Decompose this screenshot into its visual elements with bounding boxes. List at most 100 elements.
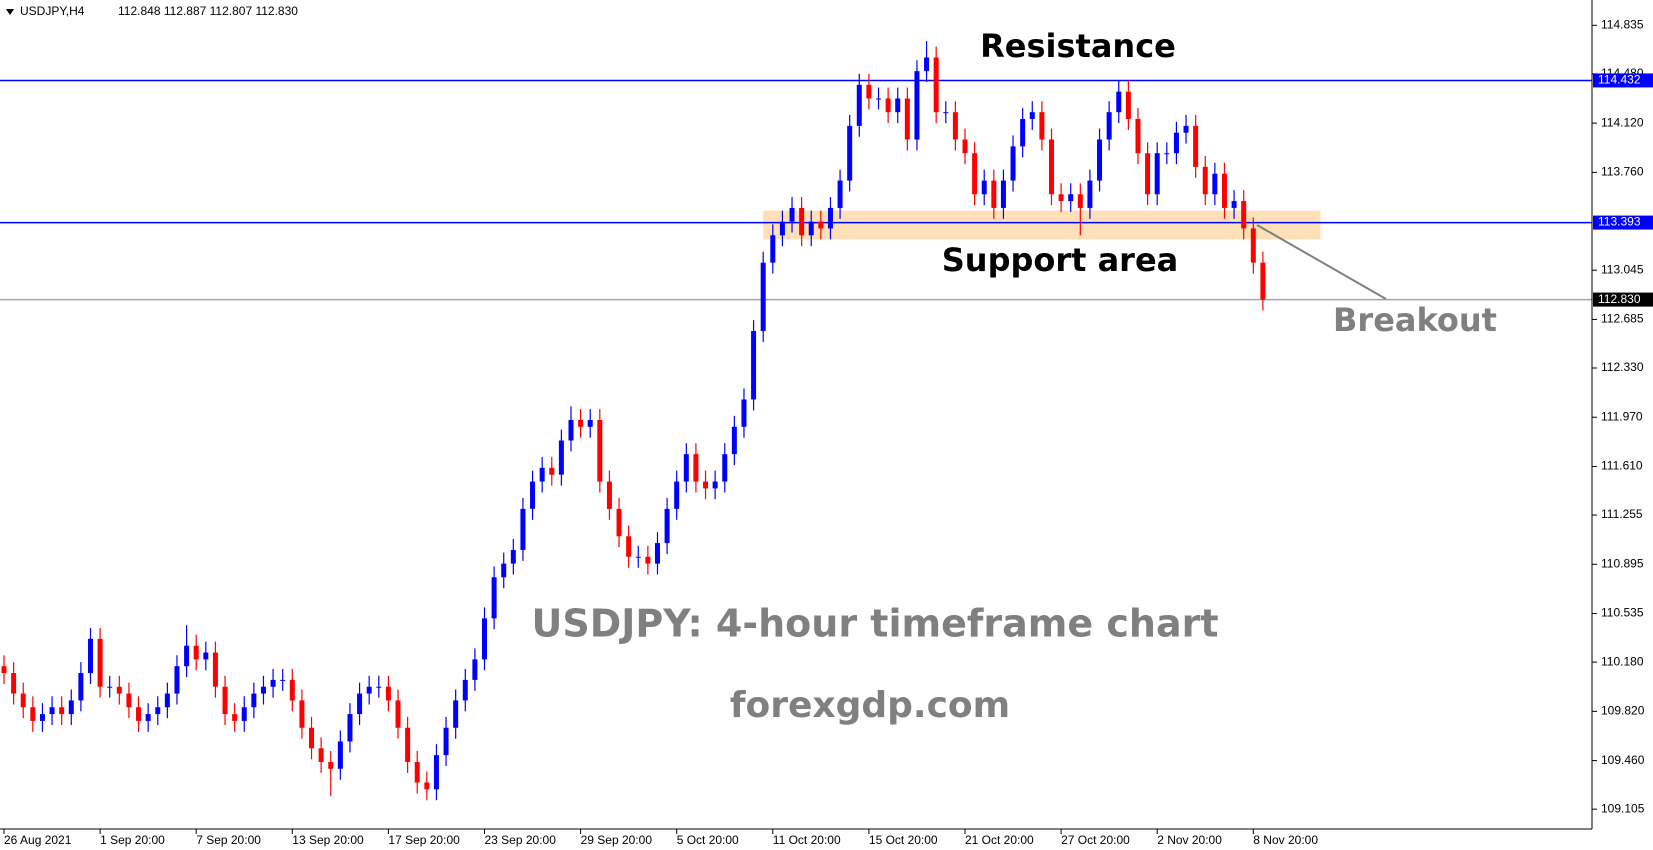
- y-tick-label: 109.820: [1601, 704, 1645, 718]
- candle-body: [174, 666, 180, 694]
- candle-body: [616, 508, 622, 537]
- candle-body: [693, 454, 699, 482]
- y-tick-label: 113.760: [1601, 165, 1644, 179]
- candle-body: [299, 700, 305, 728]
- candle-body: [1048, 139, 1054, 195]
- x-tick-label: 13 Sep 20:00: [292, 833, 364, 847]
- annotation: USDJPY: 4-hour timeframe chart: [532, 602, 1219, 646]
- candle-body: [818, 221, 824, 229]
- annotation: Resistance: [980, 27, 1176, 65]
- price-level-box: [1593, 292, 1653, 307]
- candle-body: [876, 98, 882, 100]
- x-tick-label: 7 Sep 20:00: [196, 833, 261, 847]
- candle-body: [136, 707, 142, 721]
- candle-body: [184, 645, 190, 667]
- candle-body: [107, 686, 113, 688]
- y-tick-label: 109.105: [1601, 801, 1645, 815]
- y-tick-label: 111.255: [1601, 507, 1643, 521]
- candle-body: [443, 727, 449, 756]
- annotation: Support area: [942, 241, 1179, 279]
- candle-body: [1202, 166, 1208, 195]
- candle-body: [972, 153, 978, 195]
- candle-body: [789, 207, 795, 222]
- candle-body: [87, 638, 93, 674]
- candle-body: [212, 652, 218, 687]
- candle-body: [30, 707, 36, 721]
- candle-body: [645, 556, 651, 564]
- candle-body: [808, 221, 814, 236]
- price-level-box: [1593, 73, 1653, 88]
- y-tick-label: 114.835: [1601, 17, 1644, 31]
- candle-body: [289, 679, 295, 701]
- candle-body: [558, 440, 564, 475]
- candle-body: [981, 180, 987, 195]
- quote: 112.848 112.887 112.807 112.830: [118, 4, 298, 18]
- candle-body: [664, 508, 670, 544]
- y-tick-label: 112.685: [1601, 312, 1644, 326]
- candle-body: [39, 714, 45, 721]
- candle-body: [510, 549, 516, 564]
- candle-body: [751, 331, 757, 400]
- candle-body: [462, 679, 468, 701]
- candle-body: [578, 419, 584, 427]
- candle-body: [1260, 262, 1266, 300]
- candle-body: [126, 693, 132, 708]
- candle-body: [482, 618, 487, 660]
- candle-body: [770, 235, 776, 263]
- candle-body: [856, 84, 862, 126]
- x-tick-label: 1 Sep 20:00: [100, 833, 165, 847]
- candle-body: [49, 707, 55, 715]
- candle-body: [328, 761, 334, 769]
- x-tick-label: 8 Nov 20:00: [1253, 833, 1318, 847]
- candle-body: [309, 727, 315, 749]
- candle-body: [924, 57, 930, 72]
- x-tick-label: 29 Sep 20:00: [581, 833, 653, 847]
- candle-body: [1000, 180, 1006, 208]
- support-zone: [763, 210, 1321, 240]
- candle-body: [1135, 119, 1141, 154]
- candle-body: [1145, 153, 1151, 195]
- candle-body: [914, 71, 920, 140]
- candle-body: [59, 707, 65, 715]
- y-tick-label: 111.610: [1601, 459, 1643, 473]
- candle-body: [654, 543, 660, 564]
- candle-body: [991, 180, 997, 208]
- candle-body: [731, 426, 737, 455]
- candle-body: [933, 57, 939, 113]
- candle-body: [741, 399, 747, 427]
- candle-body: [885, 98, 891, 113]
- candle-body: [539, 467, 545, 482]
- candle-body: [280, 679, 286, 681]
- candle-body: [722, 454, 728, 482]
- candle-body: [433, 755, 439, 790]
- candle-body: [1193, 125, 1199, 167]
- candle-body: [78, 673, 84, 701]
- candle-body: [491, 577, 497, 619]
- candle-body: [1077, 194, 1083, 208]
- candle-body: [1125, 91, 1131, 120]
- candle-body: [376, 686, 382, 688]
- price-level-box: [1593, 215, 1653, 230]
- menu-triangle[interactable]: [6, 9, 14, 15]
- candle-body: [847, 125, 853, 181]
- candle-body: [568, 419, 574, 441]
- candle-body: [1039, 112, 1045, 140]
- candle-body: [11, 673, 17, 694]
- candle-body: [155, 707, 161, 715]
- candle-body: [164, 693, 170, 708]
- symbol: USDJPY,H4: [20, 4, 85, 18]
- candle-body: [1241, 201, 1247, 229]
- candle-body: [1106, 112, 1112, 140]
- x-tick-label: 15 Oct 20:00: [869, 833, 938, 847]
- price-level-label: 114.432: [1598, 73, 1641, 87]
- y-tick-label: 110.535: [1601, 606, 1644, 620]
- candle-body: [1173, 132, 1179, 154]
- candle-body: [68, 700, 74, 715]
- y-tick-label: 112.330: [1601, 360, 1644, 374]
- candle-body: [1116, 91, 1122, 113]
- candle-body: [1221, 173, 1227, 208]
- candle-body: [635, 556, 641, 558]
- candle-body: [97, 638, 103, 687]
- candle-body: [683, 454, 689, 482]
